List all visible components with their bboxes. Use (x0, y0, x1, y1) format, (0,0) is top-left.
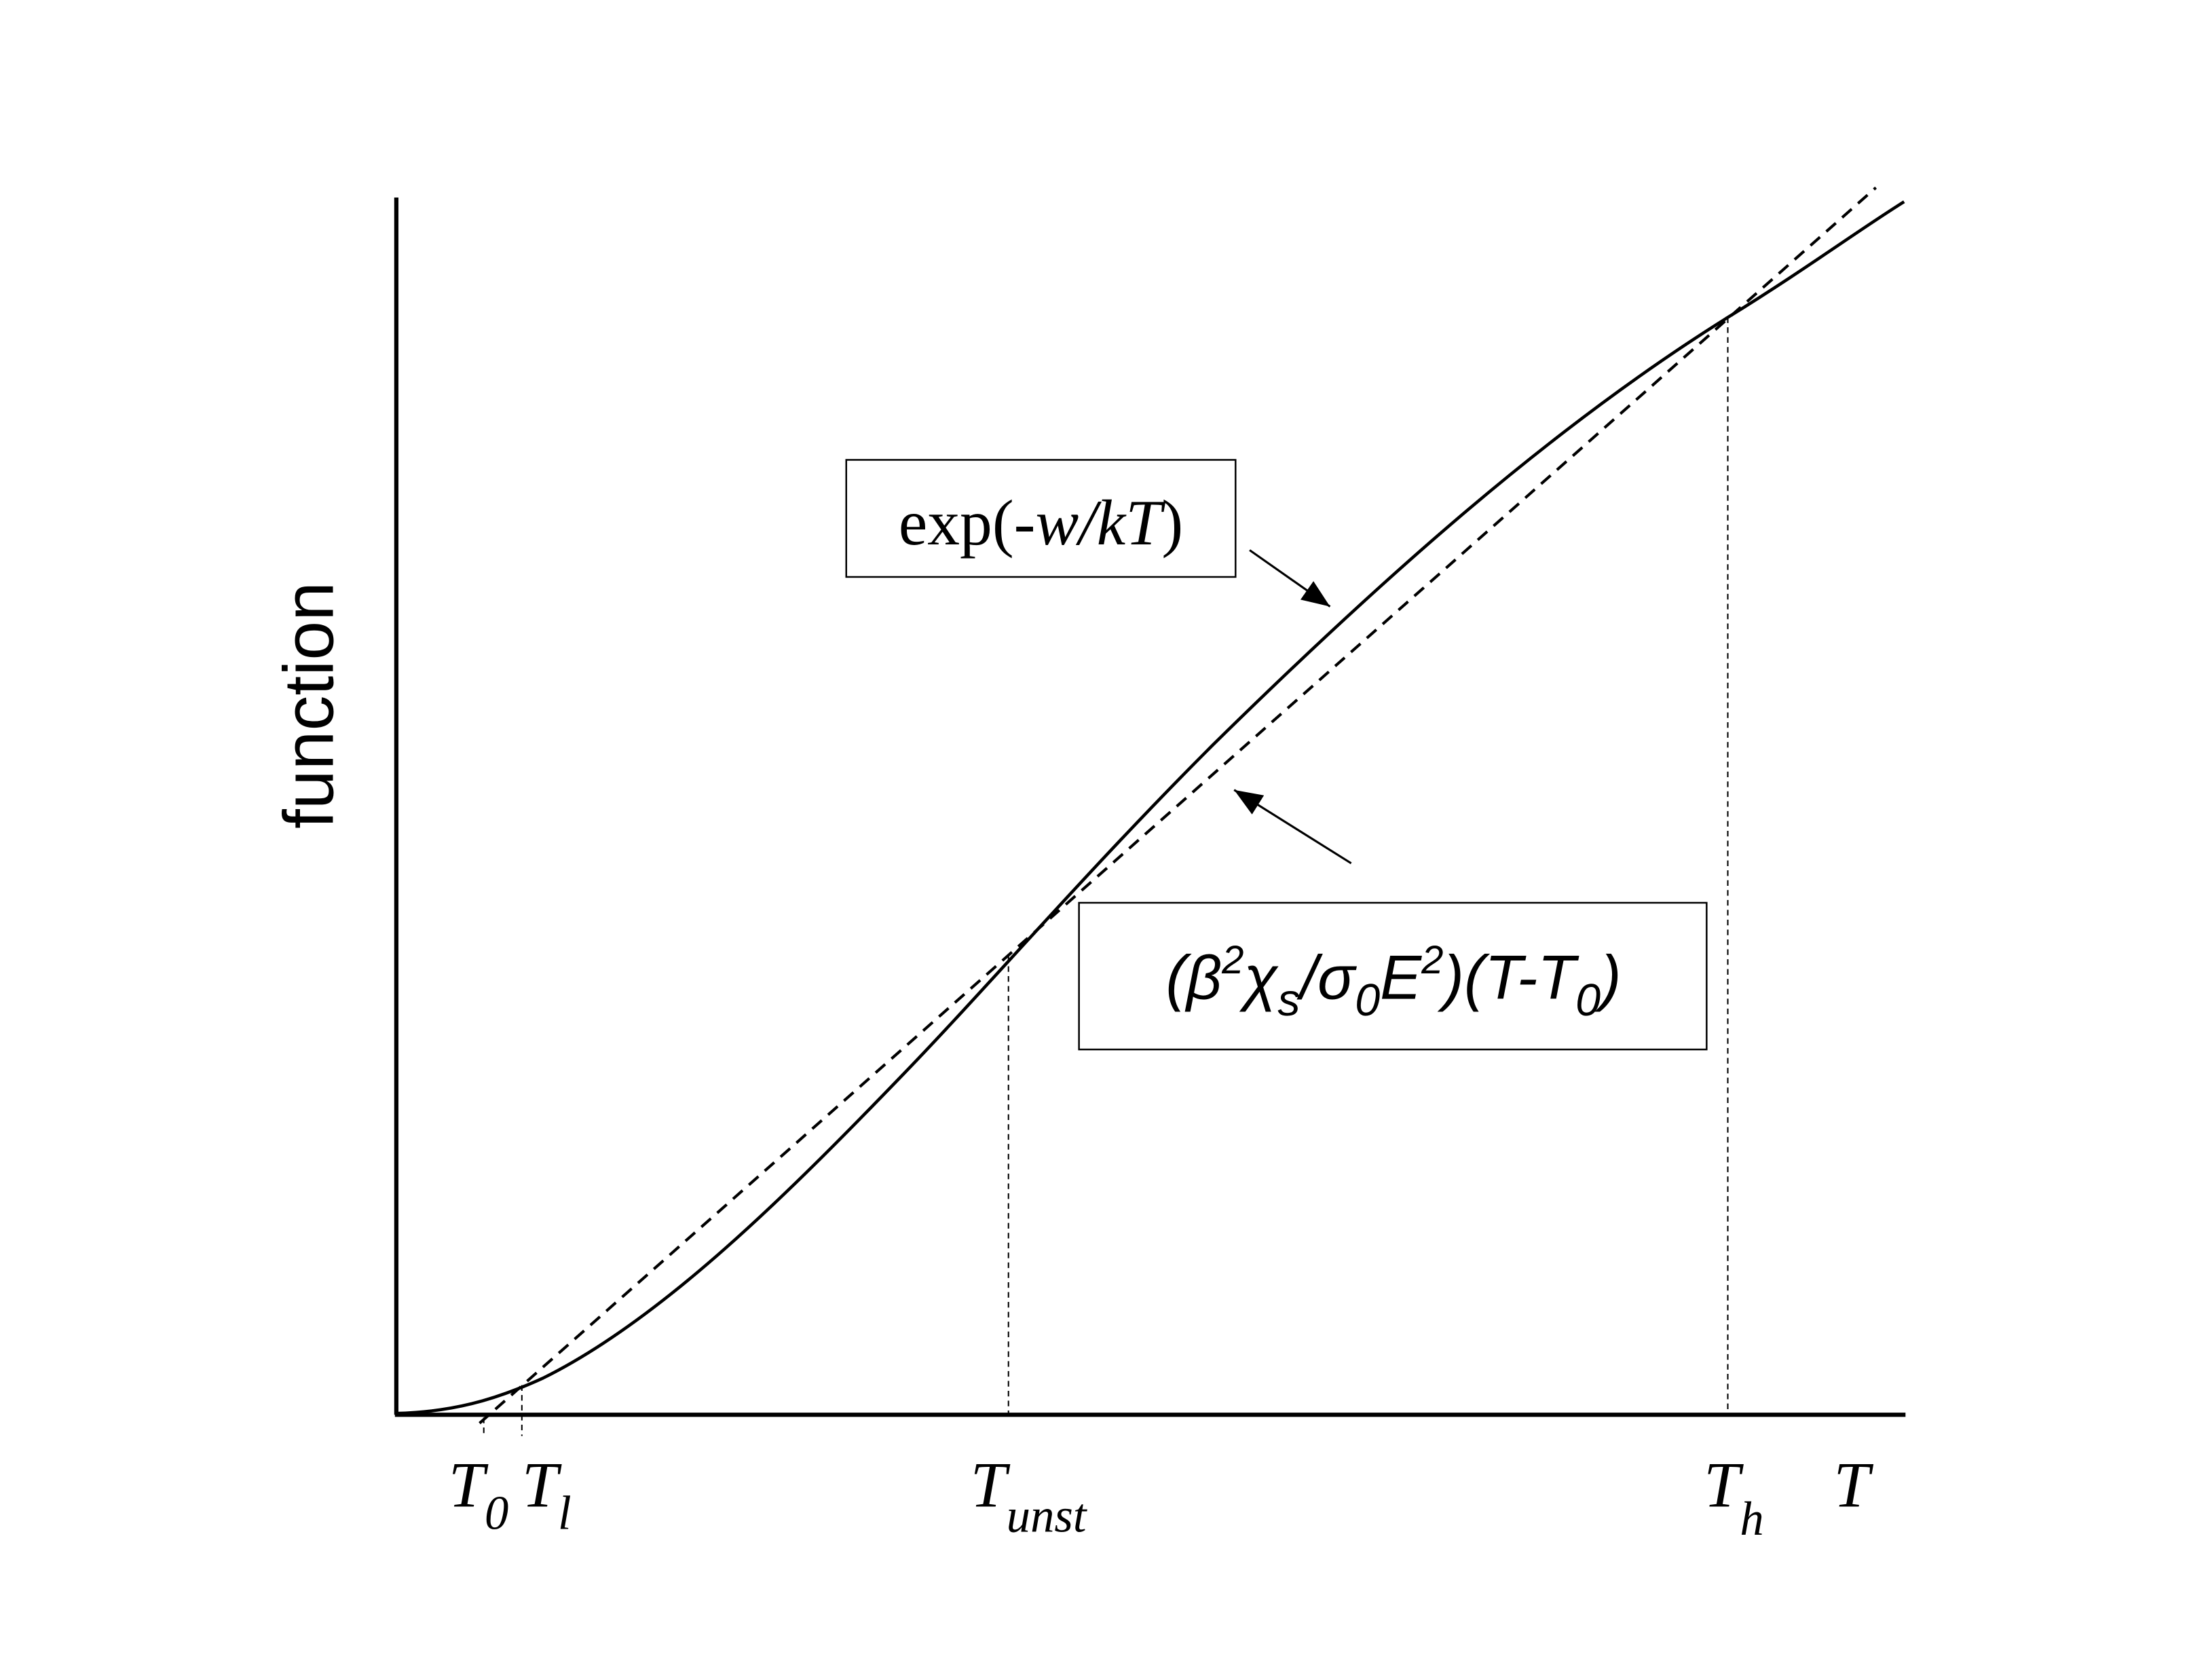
label-main: T (1833, 1449, 1873, 1520)
label-sub: l (558, 1487, 572, 1540)
label-main: T (971, 1449, 1011, 1520)
arrow (1249, 549, 1331, 608)
annotation-text: exp(-w/kT) (899, 487, 1183, 559)
text-part: /σ (1296, 943, 1357, 1012)
text-part: exp(- (899, 487, 1036, 559)
arrow (1233, 789, 1352, 865)
y-axis-label: function (269, 582, 348, 829)
text-part: χ (1239, 943, 1279, 1012)
text-part: E (1380, 943, 1422, 1012)
x-label: T0 (449, 1449, 508, 1539)
label-main: T (522, 1449, 562, 1520)
x-label: Th (1704, 1449, 1763, 1546)
text-part: 2 (1421, 938, 1443, 982)
x-label: Tunst (971, 1449, 1088, 1542)
x-labels: T0 Tl Tunst Th T (449, 1449, 1874, 1546)
text-part: 2 (1221, 938, 1243, 982)
text-part: s (1277, 975, 1300, 1026)
linear-approximation (479, 186, 1877, 1425)
text-part: 0 (1355, 975, 1380, 1026)
annotation-text: (β2χs/σ0E2)(T-T0) (1165, 938, 1621, 1026)
label-sub: unst (1007, 1490, 1088, 1543)
text-part: (β (1165, 943, 1222, 1012)
text-part: )(T-T (1438, 943, 1580, 1012)
x-label: T (1833, 1449, 1873, 1520)
label-main: T (449, 1449, 489, 1520)
exp-curve (396, 200, 1905, 1415)
text-part: 0 (1575, 975, 1601, 1026)
x-label: Tl (522, 1449, 572, 1539)
label-main: T (1704, 1449, 1744, 1520)
annotation-box (845, 459, 1237, 578)
annotation-box (1078, 901, 1708, 1051)
label-sub: h (1740, 1493, 1763, 1546)
label-sub: 0 (485, 1487, 508, 1540)
text-part: ) (1161, 487, 1183, 559)
text-part: w/kT (1036, 487, 1166, 559)
